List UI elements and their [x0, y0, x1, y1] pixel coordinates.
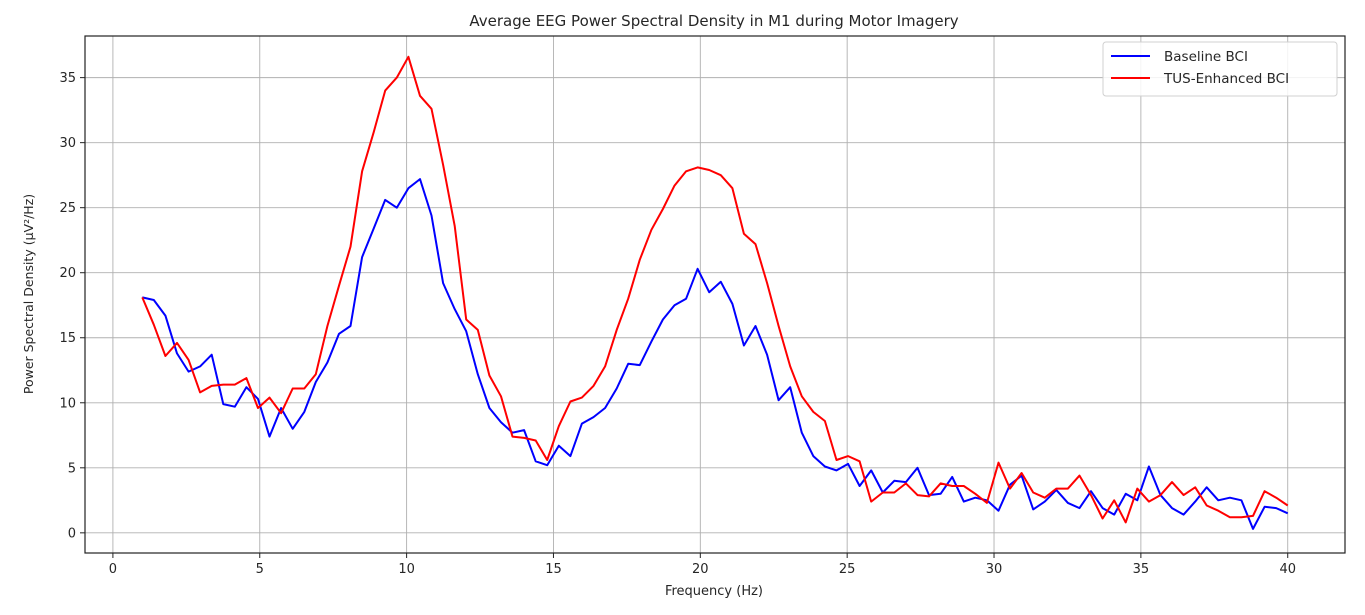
y-tick-label: 0 — [68, 526, 76, 541]
y-tick-label: 25 — [59, 201, 76, 216]
legend-label-baseline: Baseline BCI — [1164, 49, 1248, 65]
series-layer — [141, 55, 1289, 530]
chart-title: Average EEG Power Spectral Density in M1… — [469, 12, 958, 30]
y-axis: 0 5 10 15 20 25 30 35 — [59, 71, 85, 541]
x-tick-label: 5 — [256, 562, 264, 577]
y-tick-label: 30 — [59, 136, 76, 151]
x-tick-label: 35 — [1133, 562, 1150, 577]
series-line-tus-enhanced — [141, 55, 1289, 524]
grid — [85, 36, 1345, 553]
x-tick-label: 25 — [839, 562, 856, 577]
x-tick-label: 0 — [109, 562, 117, 577]
y-axis-title: Power Spectral Density (μV²/Hz) — [21, 194, 36, 394]
x-axis: 0 5 10 15 20 25 30 35 40 — [109, 553, 1296, 577]
series-line-baseline — [142, 178, 1289, 530]
plot-frame — [84, 35, 1346, 554]
y-tick-label: 15 — [59, 331, 76, 346]
x-tick-label: 30 — [986, 562, 1003, 577]
x-tick-label: 15 — [545, 562, 562, 577]
y-tick-label: 20 — [59, 266, 76, 281]
x-tick-label: 40 — [1279, 562, 1296, 577]
x-axis-title: Frequency (Hz) — [665, 584, 763, 599]
x-tick-label: 20 — [692, 562, 709, 577]
y-tick-label: 5 — [68, 461, 76, 476]
legend-label-tus-enhanced: TUS-Enhanced BCI — [1163, 71, 1289, 87]
x-tick-label: 10 — [398, 562, 415, 577]
y-tick-label: 10 — [59, 396, 76, 411]
legend: Baseline BCI TUS-Enhanced BCI — [1102, 41, 1338, 97]
y-tick-label: 35 — [59, 71, 76, 86]
legend-box — [1102, 41, 1338, 97]
